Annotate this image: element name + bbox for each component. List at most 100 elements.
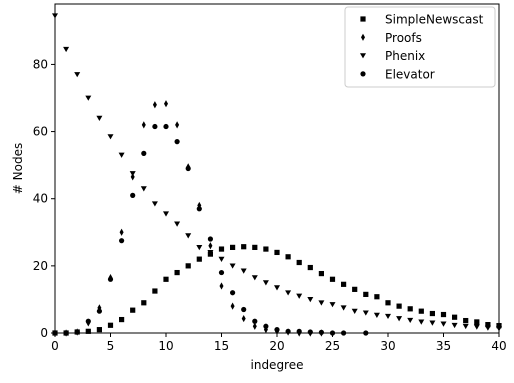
data-point-proofs (241, 314, 246, 323)
data-point-proofs (119, 228, 124, 236)
data-point-phenix (163, 211, 169, 217)
legend-marker-proofs (361, 33, 365, 41)
data-point-phenix (285, 290, 292, 296)
x-tick-label: 0 (51, 339, 59, 353)
x-tick-label: 35 (436, 339, 451, 353)
data-point-elevator (185, 165, 191, 172)
data-point-elevator (130, 192, 136, 198)
series-proofs (53, 100, 324, 337)
data-point-elevator (74, 329, 80, 335)
data-point-simplenewscast (241, 244, 247, 250)
data-point-simplenewscast (407, 306, 413, 312)
data-point-elevator (85, 318, 91, 324)
y-tick-label: 40 (33, 192, 48, 206)
data-point-simplenewscast (296, 259, 302, 266)
data-point-elevator (163, 123, 169, 130)
data-point-phenix (74, 72, 81, 78)
data-point-phenix (329, 302, 336, 308)
data-point-simplenewscast (252, 244, 258, 250)
data-point-simplenewscast (452, 314, 458, 320)
data-point-proofs (175, 121, 180, 129)
data-point-proofs (230, 302, 235, 310)
data-point-simplenewscast (485, 322, 491, 328)
data-point-phenix (440, 321, 447, 327)
data-point-simplenewscast (385, 300, 391, 306)
data-point-elevator (174, 139, 180, 145)
data-point-simplenewscast (318, 270, 324, 277)
data-point-phenix (362, 310, 369, 316)
data-point-simplenewscast (218, 246, 225, 252)
data-point-phenix (396, 316, 403, 322)
data-point-simplenewscast (307, 264, 313, 271)
data-point-elevator (307, 329, 313, 335)
data-point-phenix (85, 95, 92, 101)
data-point-phenix (140, 186, 147, 192)
series-phenix (52, 13, 502, 332)
data-point-phenix (251, 275, 258, 281)
data-point-elevator (318, 329, 324, 335)
data-point-simplenewscast (341, 281, 347, 287)
y-tick-label: 20 (33, 259, 48, 273)
data-point-phenix (185, 233, 192, 239)
data-point-phenix (107, 134, 114, 140)
data-point-phenix (207, 250, 214, 256)
data-point-phenix (262, 280, 269, 286)
data-point-simplenewscast (263, 246, 269, 252)
data-point-simplenewscast (429, 310, 435, 317)
legend: SimpleNewscast Proofs Phenix Elevator (344, 6, 496, 88)
legend-marker-simplenewscast (360, 16, 366, 22)
data-point-proofs (141, 121, 146, 129)
data-point-phenix (218, 256, 225, 262)
data-point-phenix (351, 308, 358, 314)
x-tick-label: 30 (380, 339, 395, 353)
data-point-simplenewscast (463, 317, 469, 324)
data-point-simplenewscast (130, 307, 136, 313)
data-point-phenix (373, 312, 380, 319)
data-point-elevator (119, 238, 125, 244)
x-tick-label: 5 (107, 339, 115, 353)
data-point-simplenewscast (285, 254, 291, 260)
legend-marker-elevator (360, 71, 366, 77)
data-point-proofs (152, 101, 157, 109)
legend-label-simplenewscast: SimpleNewscast (385, 13, 484, 27)
data-point-phenix (385, 313, 391, 320)
x-tick-label: 10 (158, 339, 173, 353)
legend-box (344, 6, 496, 88)
data-point-elevator (107, 276, 114, 282)
legend-label-proofs: Proofs (385, 31, 422, 45)
data-point-elevator (196, 206, 202, 212)
data-point-elevator (252, 318, 258, 324)
data-point-phenix (240, 268, 247, 274)
data-point-simplenewscast (363, 291, 369, 297)
data-point-simplenewscast (396, 303, 402, 309)
data-point-phenix (296, 293, 303, 299)
data-point-elevator (207, 236, 213, 242)
data-point-phenix (196, 244, 203, 251)
data-point-phenix (129, 171, 136, 177)
data-point-simplenewscast (329, 276, 336, 282)
data-point-simplenewscast (163, 276, 169, 282)
x-tick-label: 15 (214, 339, 229, 353)
data-point-simplenewscast (440, 311, 447, 318)
data-point-elevator (152, 123, 158, 130)
data-point-phenix (473, 324, 480, 330)
data-point-simplenewscast (152, 288, 158, 294)
x-axis-label: indegree (251, 358, 304, 372)
x-tick-label: 40 (491, 339, 506, 353)
data-point-phenix (174, 221, 181, 227)
data-point-proofs (252, 322, 257, 330)
data-point-simplenewscast (352, 286, 358, 292)
data-point-simplenewscast (174, 269, 180, 276)
y-tick-label: 60 (33, 125, 48, 139)
data-point-elevator (218, 269, 225, 276)
data-point-phenix (307, 297, 314, 303)
data-point-simplenewscast (474, 319, 480, 325)
data-point-phenix (429, 320, 436, 326)
data-point-proofs (263, 326, 268, 334)
legend-label-elevator: Elevator (385, 67, 435, 81)
data-point-simplenewscast (85, 328, 91, 334)
data-point-simplenewscast (185, 263, 191, 269)
data-point-simplenewscast (107, 322, 114, 328)
data-point-simplenewscast (141, 300, 147, 306)
data-point-simplenewscast (418, 308, 424, 314)
